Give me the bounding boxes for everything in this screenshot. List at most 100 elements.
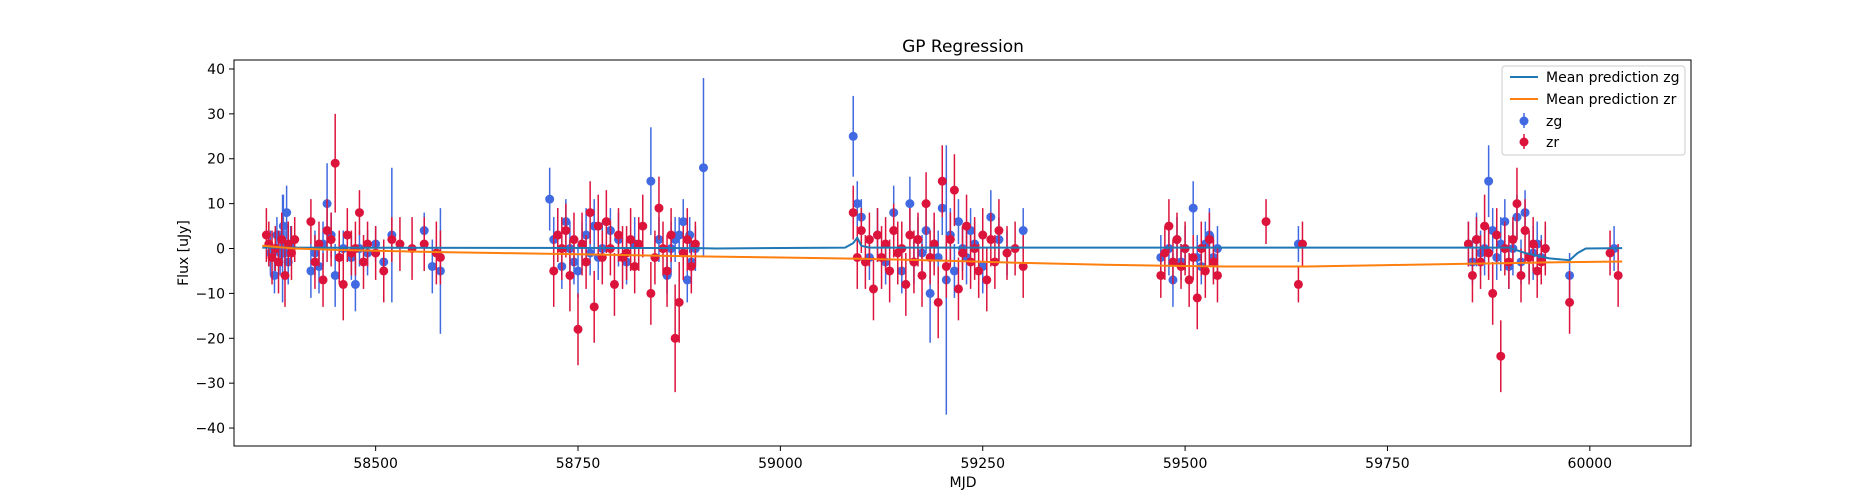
zr-point-109 [1160,248,1170,258]
zr-point-72 [864,235,874,245]
zr-point-83 [909,257,919,267]
zg-point-51 [674,230,684,240]
zg-point-87 [1018,226,1028,236]
zg-point-28 [545,194,555,204]
zr-point-140 [1520,226,1530,236]
zr-point-101 [982,275,992,285]
x-tick-label-59750: 59750 [1365,456,1410,472]
plot-frame [233,59,1692,447]
zr-point-110 [1164,221,1174,231]
zr-point-52 [626,235,636,245]
zr-point-90 [937,176,947,186]
zr-point-74 [873,230,883,240]
zr-point-33 [549,266,559,276]
zr-point-89 [933,297,943,307]
x-tick-label-59500: 59500 [1163,456,1208,472]
x-tick-label-58750: 58750 [556,456,601,472]
zr-point-88 [929,239,939,249]
zr-point-65 [682,235,692,245]
zg-point-52 [678,217,688,227]
y-tick-label--20: −20 [195,331,225,347]
x-tick-label-60000: 60000 [1568,456,1613,472]
zr-point-11 [310,257,320,267]
zr-point-4 [274,257,284,267]
zr-point-107 [1018,261,1028,271]
zr-point-55 [638,221,648,231]
zg-point-35 [573,266,583,276]
zr-point-5 [277,235,287,245]
zr-point-76 [881,239,891,249]
zr-point-8 [286,248,296,258]
zr-point-70 [856,226,866,236]
zg-point-53 [682,275,692,285]
zr-point-102 [986,235,996,245]
zr-point-131 [1484,248,1494,258]
zr-point-17 [334,252,344,262]
legend-label-mean-zg: Mean prediction zg [1546,70,1680,86]
zr-point-86 [921,199,931,209]
y-axis-ticks: −40 −30 −20 −10 0 10 20 30 40 [195,62,234,437]
zg-point-57 [698,163,708,173]
plot-marks [261,77,1623,415]
zr-point-133 [1492,230,1502,240]
zr-point-129 [1476,257,1486,267]
y-tick-label-10: 10 [207,197,225,213]
zr-point-105 [1002,248,1012,258]
zr-point-9 [290,235,300,245]
zr-point-134 [1496,351,1506,361]
x-axis-label: MJD [950,475,977,491]
x-tick-label-59000: 59000 [758,456,803,472]
zr-point-96 [962,221,972,231]
zr-point-130 [1480,221,1490,231]
zr-point-123 [1261,217,1271,227]
zr-point-139 [1516,270,1526,280]
zr-point-26 [379,266,389,276]
zr-point-58 [654,203,664,213]
x-tick-label-59250: 59250 [960,456,1005,472]
zr-point-18 [338,279,348,289]
zr-point-14 [322,226,332,236]
zr-point-66 [686,261,696,271]
zr-point-82 [905,230,915,240]
zr-point-117 [1192,293,1202,303]
zr-point-92 [945,235,955,245]
zr-point-23 [359,257,369,267]
zr-point-84 [913,235,923,245]
zr-point-56 [646,288,656,298]
legend-label-zr: zr [1546,135,1559,151]
zr-point-147 [1605,248,1615,258]
zr-point-132 [1488,288,1498,298]
zg-point-59 [852,199,862,209]
zr-point-78 [889,226,899,236]
zr-point-143 [1532,266,1542,276]
y-tick-label--10: −10 [195,286,225,302]
zr-point-42 [585,208,595,218]
zr-point-10 [306,217,316,227]
zr-point-148 [1613,270,1623,280]
zr-point-28 [395,239,405,249]
y-axis-label: Flux [uJy] [176,220,192,286]
zr-point-43 [589,302,599,312]
zr-point-127 [1467,270,1477,280]
zr-point-15 [326,235,336,245]
zr-point-34 [553,230,563,240]
zr-point-136 [1504,257,1514,267]
zr-point-24 [363,239,373,249]
zr-point-32 [435,252,445,262]
zg-point-66 [905,199,915,209]
zr-point-48 [609,279,619,289]
zr-point-112 [1172,235,1182,245]
zr-point-126 [1463,239,1473,249]
zg-point-107 [1484,176,1494,186]
legend-marker-zg [1519,116,1529,126]
zg-point-77 [949,266,959,276]
zr-point-13 [318,275,328,285]
zr-point-125 [1297,239,1307,249]
zr-point-124 [1293,279,1303,289]
x-axis-ticks: 58500 58750 59000 59250 59500 59750 60000 [353,446,1612,472]
zr-point-138 [1512,199,1522,209]
zr-point-146 [1565,297,1575,307]
zr-point-38 [569,235,579,245]
series-zg [265,77,1619,415]
